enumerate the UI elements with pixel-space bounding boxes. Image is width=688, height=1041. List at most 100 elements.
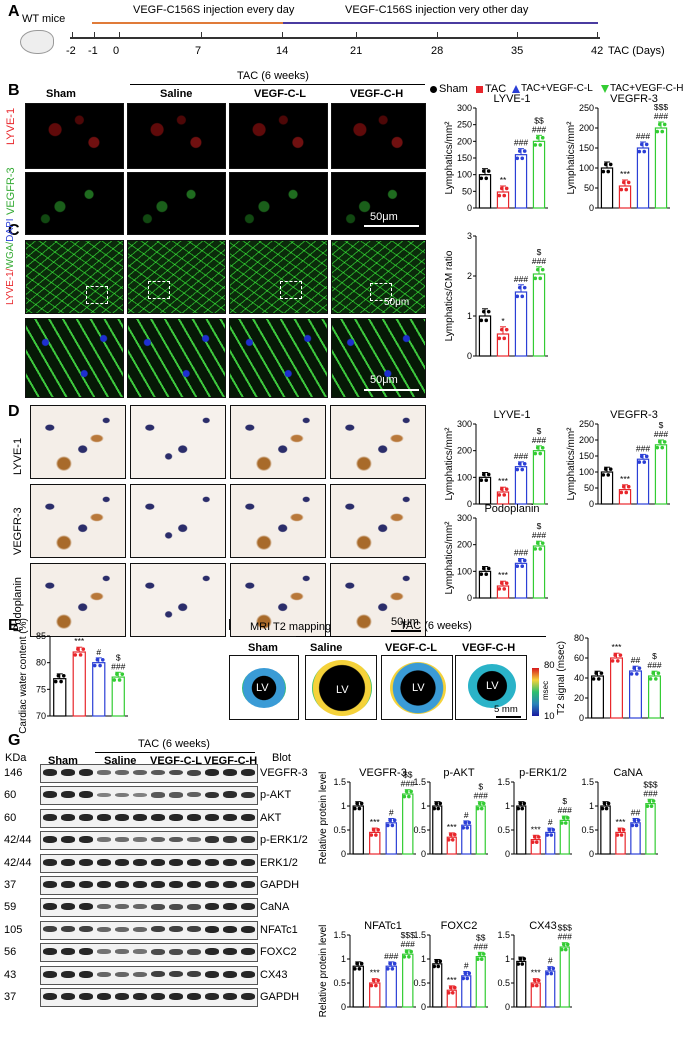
data-point	[536, 978, 541, 983]
g-band	[115, 858, 129, 866]
g-band	[169, 948, 183, 955]
g-band	[79, 970, 93, 978]
g-band	[43, 858, 57, 866]
significance-label: $	[562, 796, 567, 806]
y-axis-label: Lymphatics/mm²	[444, 121, 455, 195]
chart-title: p-AKT	[443, 767, 474, 779]
data-point	[606, 801, 611, 806]
data-point	[615, 833, 620, 837]
g-band	[187, 881, 201, 888]
data-point	[446, 837, 451, 842]
timeline-mice-label: WT mice	[22, 13, 66, 25]
y-axis-label: Lymphatics/CM ratio	[444, 250, 455, 341]
bar	[629, 670, 642, 719]
data-point	[517, 285, 522, 290]
data-point	[504, 186, 509, 191]
bar	[532, 140, 546, 209]
data-point	[98, 663, 102, 668]
data-point	[654, 677, 658, 681]
chart-title: VEGFR-3	[610, 409, 658, 421]
g-band	[133, 904, 147, 910]
g-band	[187, 769, 201, 776]
data-point	[637, 149, 642, 154]
data-point	[655, 445, 660, 450]
data-point	[502, 587, 507, 591]
significance-label: ##	[631, 807, 641, 817]
data-point	[497, 336, 502, 341]
f-title: MRI T2 mapping	[250, 621, 332, 633]
c-img-bottom-high: 50μm	[331, 318, 426, 398]
d-img-podo-high: 50μm	[330, 563, 426, 637]
data-point	[657, 440, 662, 444]
data-point	[499, 581, 504, 585]
data-point	[613, 653, 617, 657]
b-col-saline: Saline	[160, 88, 193, 100]
significance-label: ###	[558, 805, 572, 815]
g-blot-label: CX43	[260, 968, 288, 981]
data-point	[549, 971, 554, 976]
timeline-tick	[597, 32, 598, 38]
y-tick-label: 40	[574, 673, 584, 683]
b-scale-label: 50μm	[370, 211, 398, 223]
y-axis-label: Relative protein level	[318, 925, 329, 1018]
data-point	[404, 789, 409, 794]
timeline-tick	[119, 32, 120, 38]
g-band	[169, 769, 183, 776]
y-tick-label: 0.5	[333, 825, 346, 835]
f-col-high: VEGF-C-H	[462, 642, 516, 654]
data-point	[651, 799, 656, 803]
g-band	[151, 881, 165, 888]
data-point	[479, 957, 484, 961]
g-blot-label: GAPDH	[260, 879, 300, 891]
data-point	[475, 957, 480, 961]
g-band	[169, 926, 183, 933]
d-img-vegfr3-sham	[30, 484, 126, 558]
data-point	[601, 473, 606, 477]
g-band	[79, 948, 93, 956]
y-tick-label: 1	[505, 954, 510, 964]
y-tick-label: 200	[457, 136, 472, 146]
data-point	[404, 949, 409, 954]
data-point	[481, 169, 486, 173]
g-band	[43, 836, 57, 844]
data-point	[78, 653, 83, 657]
g-band	[205, 791, 219, 799]
g-band	[61, 926, 75, 933]
g-band	[43, 813, 57, 821]
data-point	[484, 572, 489, 577]
d-img-podo-low	[230, 563, 326, 637]
bar	[111, 676, 125, 717]
significance-label: ###	[514, 138, 528, 148]
g-band	[115, 792, 129, 798]
f-heart-high	[468, 664, 516, 708]
g-band	[61, 903, 75, 911]
f-scale-bar	[496, 716, 521, 718]
chart-title: NFATc1	[364, 920, 402, 932]
f-group-header: TAC (6 weeks)	[400, 620, 472, 632]
significance-label: ###	[401, 779, 415, 789]
g-band	[79, 993, 93, 1000]
data-point	[479, 318, 484, 323]
data-point	[617, 828, 622, 832]
data-point	[357, 966, 362, 971]
data-point	[619, 187, 624, 192]
data-point	[517, 461, 522, 466]
significance-label: ###	[647, 660, 661, 670]
g-band	[115, 881, 129, 888]
g-band	[151, 903, 165, 910]
timeline-tick	[517, 32, 518, 38]
significance-label: ###	[532, 256, 546, 266]
data-point	[73, 653, 78, 657]
legend-marker-high	[601, 85, 609, 93]
g-band	[223, 993, 237, 1000]
data-point	[629, 672, 634, 676]
y-tick-label: 2	[467, 271, 472, 281]
timeline-tick-label: 21	[350, 45, 363, 57]
y-tick-label: 80	[574, 633, 584, 643]
g-band	[151, 948, 165, 955]
g-band	[61, 836, 75, 844]
significance-label: $	[652, 651, 657, 661]
data-point	[376, 828, 380, 832]
g-band	[223, 881, 237, 888]
data-point	[621, 180, 626, 185]
